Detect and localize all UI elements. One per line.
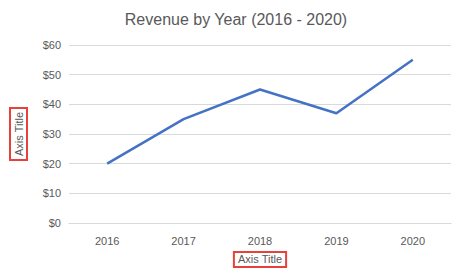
svg-text:$20: $20 [43,158,61,170]
svg-text:$60: $60 [43,39,61,51]
svg-text:$50: $50 [43,69,61,81]
svg-text:2020: 2020 [401,235,425,247]
svg-text:$0: $0 [49,217,61,229]
svg-text:Axis Title: Axis Title [238,253,282,265]
svg-text:$30: $30 [43,128,61,140]
svg-text:Axis Title: Axis Title [13,112,25,156]
svg-text:2018: 2018 [248,235,272,247]
svg-text:2019: 2019 [324,235,348,247]
svg-text:2017: 2017 [171,235,195,247]
svg-text:Revenue by Year (2016 - 2020): Revenue by Year (2016 - 2020) [125,11,347,28]
svg-text:$40: $40 [43,98,61,110]
svg-text:$10: $10 [43,187,61,199]
svg-text:2016: 2016 [95,235,119,247]
